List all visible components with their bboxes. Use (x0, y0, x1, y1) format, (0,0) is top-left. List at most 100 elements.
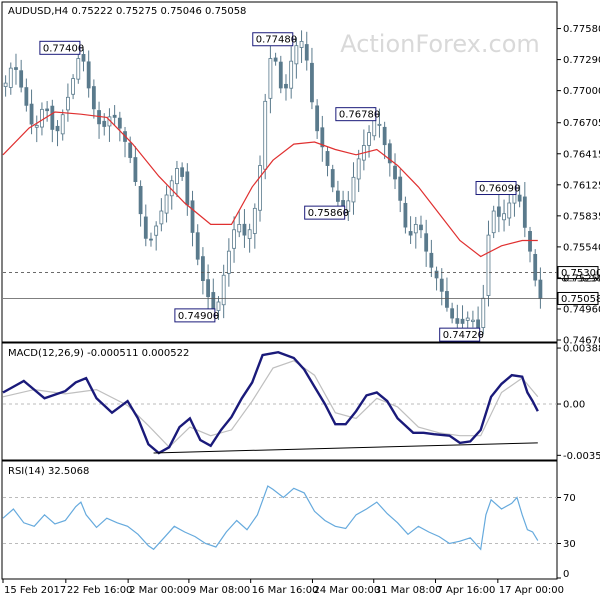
candle-body (533, 253, 538, 281)
rsi-axis: 70 30 0 (557, 493, 576, 580)
candle-body (226, 250, 231, 274)
price-annotation-label: 0.74900 (178, 311, 219, 322)
candle-body (387, 143, 392, 164)
price-candles (3, 30, 543, 342)
candle-body (445, 291, 449, 308)
candle-body (491, 210, 496, 234)
price-annotation-label: 0.76780 (339, 110, 380, 121)
macd-tick-label: 0.003888 (563, 344, 600, 355)
candle-body (180, 167, 185, 177)
price-level-box (557, 291, 599, 305)
rsi-panel-border (1, 460, 558, 580)
candle-body (237, 224, 242, 233)
macd-tick-label: -0.003564 (563, 451, 600, 462)
candle-body (502, 213, 506, 221)
candle-body (195, 232, 200, 260)
candle-body (133, 157, 138, 182)
candle-body (138, 186, 143, 215)
candle-body (471, 319, 475, 322)
candle-body (3, 82, 8, 87)
candle-body (304, 44, 309, 61)
candle-body (393, 165, 397, 180)
rsi-tick-label: 70 (563, 493, 576, 504)
candle-body (268, 58, 273, 99)
candle-body (185, 171, 190, 206)
candle-body (398, 176, 403, 201)
price-panel-border (1, 1, 558, 343)
candle-body (408, 231, 413, 236)
candle-body (310, 62, 314, 103)
time-tick-label: 17 Apr 00:00 (499, 585, 564, 596)
price-annotations: 0.77400 0.77480 0.76780 0.75860 0.74900 0.760… (39, 32, 520, 342)
candle-body (522, 196, 527, 228)
price-annotation-box (39, 40, 81, 55)
macd-line (2, 350, 539, 455)
candle-body (367, 132, 371, 146)
moving-average-line (2, 111, 538, 258)
price-annotation-box (252, 32, 294, 47)
price-level-label: 0.75300 (561, 268, 600, 279)
price-level-label: 0.75058 (561, 294, 600, 305)
price-annotation-box (174, 308, 216, 323)
candle-body (159, 210, 164, 225)
rsi-header: RSI(14) 32.5068 (8, 466, 89, 477)
candle-body (175, 168, 179, 185)
candle-body (284, 83, 288, 89)
candle-body (377, 123, 382, 126)
candle-body (211, 292, 216, 311)
candle-body (112, 114, 117, 118)
price-annotation-label: 0.77480 (256, 35, 297, 46)
candle-body (382, 126, 387, 146)
candle-body (117, 117, 122, 129)
time-tick-label: 22 Feb 16:00 (67, 585, 133, 596)
price-annotation-box (304, 205, 346, 220)
candle-body (356, 158, 361, 180)
time-tick-label: 16 Mar 16:00 (252, 585, 319, 596)
candle-body (403, 202, 408, 228)
time-axis: 15 Feb 2017 22 Feb 16:002 Mar 00:00 9 Mar … (2, 579, 564, 596)
macd-header: MACD(12,26,9) -0.000511 0.000522 (8, 348, 189, 359)
candle-body (325, 151, 330, 166)
candle-body (81, 54, 86, 62)
candle-body (346, 200, 351, 212)
candle-body (149, 238, 153, 241)
price-level-box (557, 266, 599, 280)
candle-body (45, 108, 50, 112)
candle-body (14, 67, 18, 70)
candle-body (481, 297, 486, 328)
candle-body (190, 200, 195, 233)
candle-body (216, 301, 221, 311)
watermark: ActionForex.com (340, 30, 540, 58)
macd-tick-label: 0.00 (563, 400, 585, 411)
macd-trendline (153, 442, 538, 454)
price-level-lines: 0.752500.75300 0.75058 (3, 266, 600, 305)
candle-body (434, 270, 439, 279)
price-tick-label: 0.75835 (563, 211, 600, 222)
candle-body (232, 229, 236, 249)
price-tick-label: 0.76125 (563, 180, 600, 191)
candle-body (486, 234, 491, 296)
candle-body (128, 142, 133, 158)
candle-body (60, 114, 65, 135)
candle-body (372, 119, 377, 137)
candle-body (55, 125, 60, 132)
candle-body (336, 190, 340, 202)
candle-body (273, 57, 278, 62)
candle-body (66, 96, 70, 111)
candle-body (252, 207, 257, 234)
price-annotation-label: 0.76090 (479, 184, 520, 195)
candle-body (351, 176, 356, 203)
candle-body (460, 318, 465, 324)
candle-body (102, 120, 107, 127)
candle-body (419, 224, 423, 231)
candle-body (320, 127, 325, 148)
candle-body (263, 100, 268, 170)
candle-body (40, 108, 44, 128)
candle-body (517, 194, 522, 202)
rsi-grid (3, 497, 557, 544)
time-tick-label: 9 Mar 08:00 (190, 585, 250, 596)
price-annotation-box (475, 181, 517, 196)
